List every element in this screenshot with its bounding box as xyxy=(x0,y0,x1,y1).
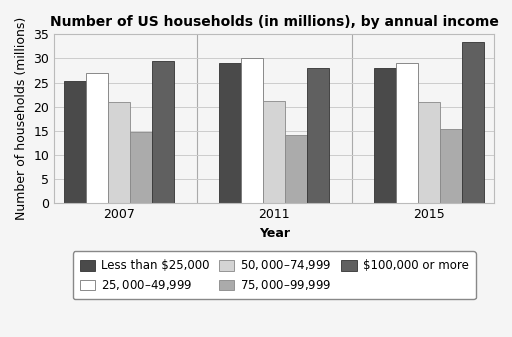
Bar xyxy=(64,81,86,203)
Bar xyxy=(241,58,263,203)
Bar xyxy=(285,135,307,203)
Bar xyxy=(86,73,108,203)
Bar xyxy=(307,68,329,203)
Title: Number of US households (in millions), by annual income: Number of US households (in millions), b… xyxy=(50,15,499,29)
X-axis label: Year: Year xyxy=(259,226,290,240)
Bar xyxy=(440,129,462,203)
Bar xyxy=(152,61,174,203)
Bar xyxy=(374,68,396,203)
Bar xyxy=(462,41,484,203)
Bar xyxy=(263,101,285,203)
Bar xyxy=(108,102,130,203)
Bar xyxy=(396,63,418,203)
Legend: Less than $25,000, $25,000–$49,999, $50,000–$74,999, $75,000–$99,999, $100,000 o: Less than $25,000, $25,000–$49,999, $50,… xyxy=(73,251,476,299)
Bar xyxy=(130,132,152,203)
Bar xyxy=(219,63,241,203)
Y-axis label: Number of households (millions): Number of households (millions) xyxy=(15,17,28,220)
Bar xyxy=(418,102,440,203)
